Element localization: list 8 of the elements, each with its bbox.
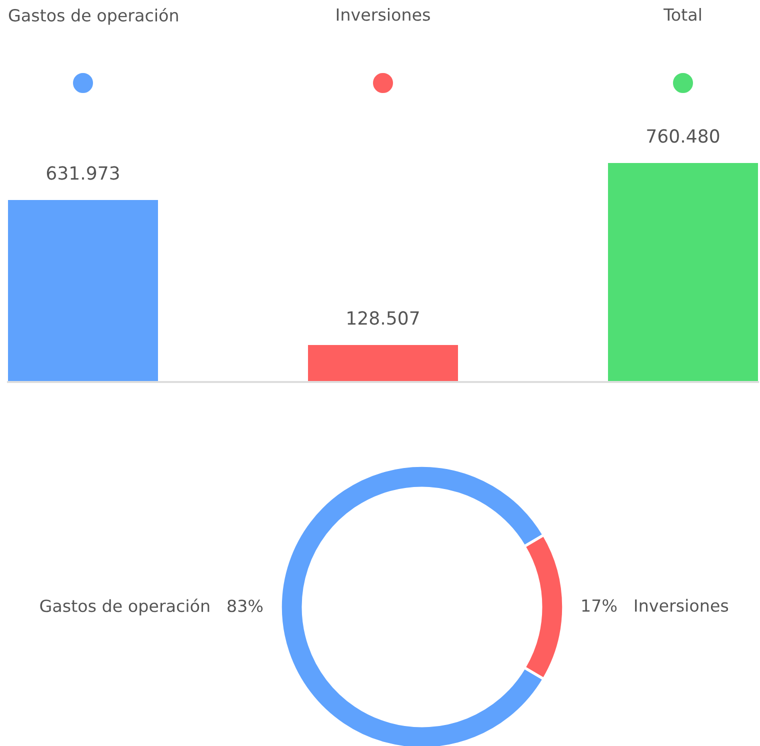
- slice-label: Gastos de operación 83%: [40, 598, 263, 616]
- data-label: 128.507: [348, 311, 419, 325]
- slice-label: 17% Inversiones: [582, 598, 728, 612]
- data-label: 631.973: [46, 166, 119, 180]
- x-tick-label: Inversiones: [336, 8, 430, 21]
- data-label: 760.480: [647, 129, 720, 143]
- x-tick-label: Gastos de operación: [8, 8, 178, 25]
- x-tick-label: Total: [663, 8, 701, 21]
